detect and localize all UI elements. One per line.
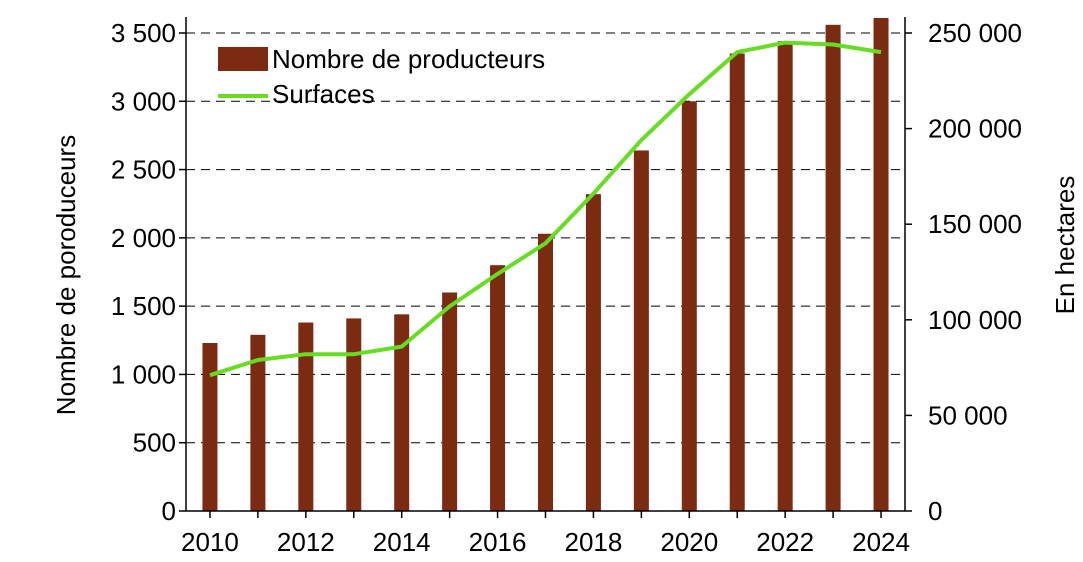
x-tick-label: 2020 xyxy=(660,527,718,557)
x-tick-label: 2012 xyxy=(277,527,335,557)
x-tick-label: 2022 xyxy=(756,527,814,557)
left-axis-ticks: 0 500 1 000 1 500 2 000 2 500 3 000 3 500 xyxy=(111,18,186,526)
right-tick-label: 50 000 xyxy=(928,400,1008,430)
legend: Nombre de producteurs Surfaces xyxy=(218,44,545,109)
legend-swatch-bars xyxy=(218,47,268,71)
right-tick-label: 200 000 xyxy=(928,114,1022,144)
right-tick-label: 0 xyxy=(928,496,942,526)
bar-2021 xyxy=(730,53,745,511)
legend-label-bars: Nombre de producteurs xyxy=(272,44,545,74)
left-tick-label: 2 500 xyxy=(111,155,176,185)
right-tick-label: 250 000 xyxy=(928,18,1022,48)
left-tick-label: 3 500 xyxy=(111,18,176,48)
x-tick-label: 2016 xyxy=(469,527,527,557)
legend-label-line: Surfaces xyxy=(272,79,375,109)
bar-2020 xyxy=(682,101,697,511)
right-axis-label: En hectares xyxy=(1050,176,1080,315)
left-tick-label: 500 xyxy=(133,428,176,458)
left-tick-label: 1 000 xyxy=(111,359,176,389)
left-tick-label: 1 500 xyxy=(111,291,176,321)
bar-2024 xyxy=(874,18,889,511)
bar-2015 xyxy=(442,292,457,511)
bar-2018 xyxy=(586,194,601,511)
bar-2010 xyxy=(202,343,217,511)
left-tick-label: 2 000 xyxy=(111,223,176,253)
bar-2012 xyxy=(298,323,313,511)
left-axis-label: Nombre de poroduceurs xyxy=(51,135,81,415)
bar-2023 xyxy=(826,25,841,511)
bar-2022 xyxy=(778,41,793,511)
x-axis-ticks: 2010 2012 2014 2016 2018 2020 2022 2024 xyxy=(181,511,910,557)
bar-2017 xyxy=(538,234,553,511)
bar-2019 xyxy=(634,150,649,511)
x-tick-label: 2018 xyxy=(565,527,623,557)
right-axis-ticks: 0 50 000 100 000 150 000 200 000 250 000 xyxy=(905,18,1022,526)
x-tick-label: 2010 xyxy=(181,527,239,557)
x-tick-label: 2014 xyxy=(373,527,431,557)
bar-2013 xyxy=(346,318,361,511)
right-tick-label: 100 000 xyxy=(928,305,1022,335)
left-tick-label: 3 000 xyxy=(111,86,176,116)
right-tick-label: 150 000 xyxy=(928,209,1022,239)
bar-2016 xyxy=(490,265,505,511)
left-tick-label: 0 xyxy=(162,496,176,526)
x-tick-label: 2024 xyxy=(852,527,910,557)
